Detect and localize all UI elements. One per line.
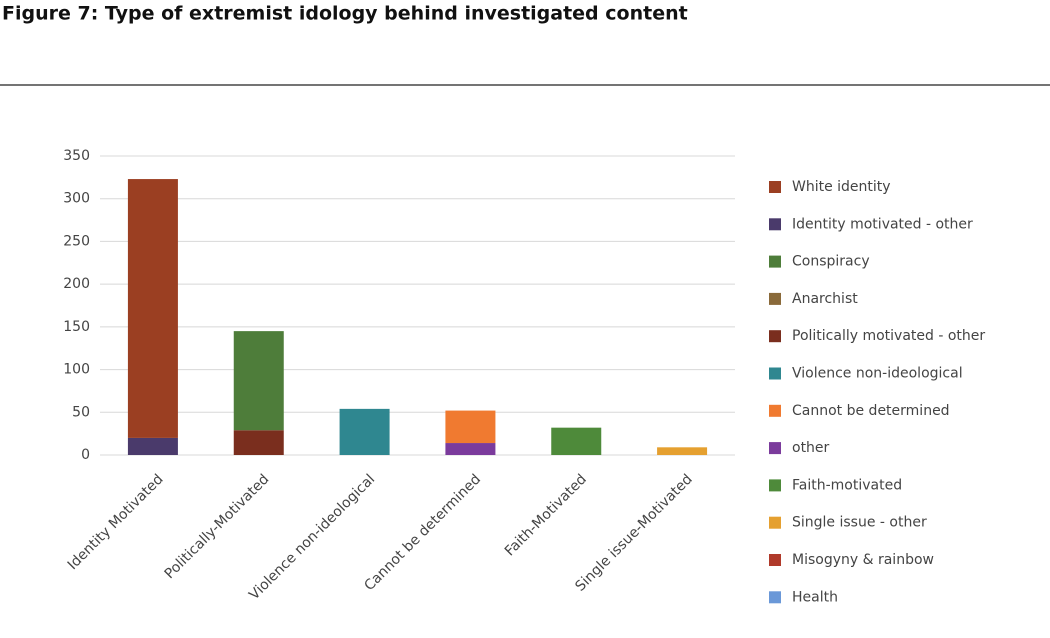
legend-swatch xyxy=(769,292,781,305)
y-tick-label: 200 xyxy=(63,276,90,292)
x-tick-label: Politically-Motivated xyxy=(162,471,273,582)
bar-segment xyxy=(445,443,496,455)
legend-swatch xyxy=(769,181,781,193)
legend-label: Politically motivated - other xyxy=(792,328,985,344)
legend-swatch xyxy=(769,218,781,231)
legend-label: Conspiracy xyxy=(792,254,870,270)
legend-swatch xyxy=(769,367,781,380)
x-tick-label: Violence non-ideological xyxy=(246,471,378,603)
legend-label: White identity xyxy=(792,179,891,195)
legend-swatch xyxy=(769,591,781,604)
bar-segment xyxy=(233,331,284,431)
x-tick-label: Identity Motivated xyxy=(65,471,167,573)
legend-label: Single issue - other xyxy=(792,515,927,531)
legend-label: Misogyny & rainbow xyxy=(792,552,934,568)
y-tick-label: 100 xyxy=(63,362,90,378)
legend-swatch xyxy=(769,554,781,566)
bar-segment xyxy=(127,437,178,455)
bar-segment xyxy=(445,410,496,444)
legend-swatch xyxy=(769,479,781,492)
legend-label: Anarchist xyxy=(792,291,858,307)
legend-swatch xyxy=(769,255,781,268)
y-tick-label: 150 xyxy=(63,319,90,335)
x-tick-label: Single issue-Motivated xyxy=(572,471,695,594)
x-tick-label: Faith-Motivated xyxy=(502,471,590,559)
legend-label: Violence non-ideological xyxy=(792,366,963,382)
legend-label: Health xyxy=(792,589,838,605)
bar-segment xyxy=(339,408,390,455)
legend-swatch xyxy=(769,442,781,455)
legend-swatch xyxy=(769,516,781,529)
bar-segment xyxy=(657,447,708,455)
y-tick-label: 50 xyxy=(72,404,90,420)
legend-label: Faith-motivated xyxy=(792,477,902,493)
bar-segment xyxy=(551,427,602,455)
y-tick-label: 300 xyxy=(63,191,90,207)
y-tick-label: 350 xyxy=(63,148,90,164)
legend-label: Cannot be determined xyxy=(792,403,950,419)
bar-segment xyxy=(233,430,284,455)
legend-label: Identity motivated - other xyxy=(792,216,973,232)
chart-title: Figure 7: Type of extremist idology behi… xyxy=(2,3,688,25)
legend-label: other xyxy=(792,440,830,456)
x-tick-label: Cannot be determined xyxy=(361,471,484,594)
y-tick-label: 250 xyxy=(63,233,90,249)
legend-swatch xyxy=(769,404,781,417)
bar-segment xyxy=(127,179,178,438)
legend-swatch xyxy=(769,330,781,343)
y-tick-label: 0 xyxy=(81,447,90,463)
